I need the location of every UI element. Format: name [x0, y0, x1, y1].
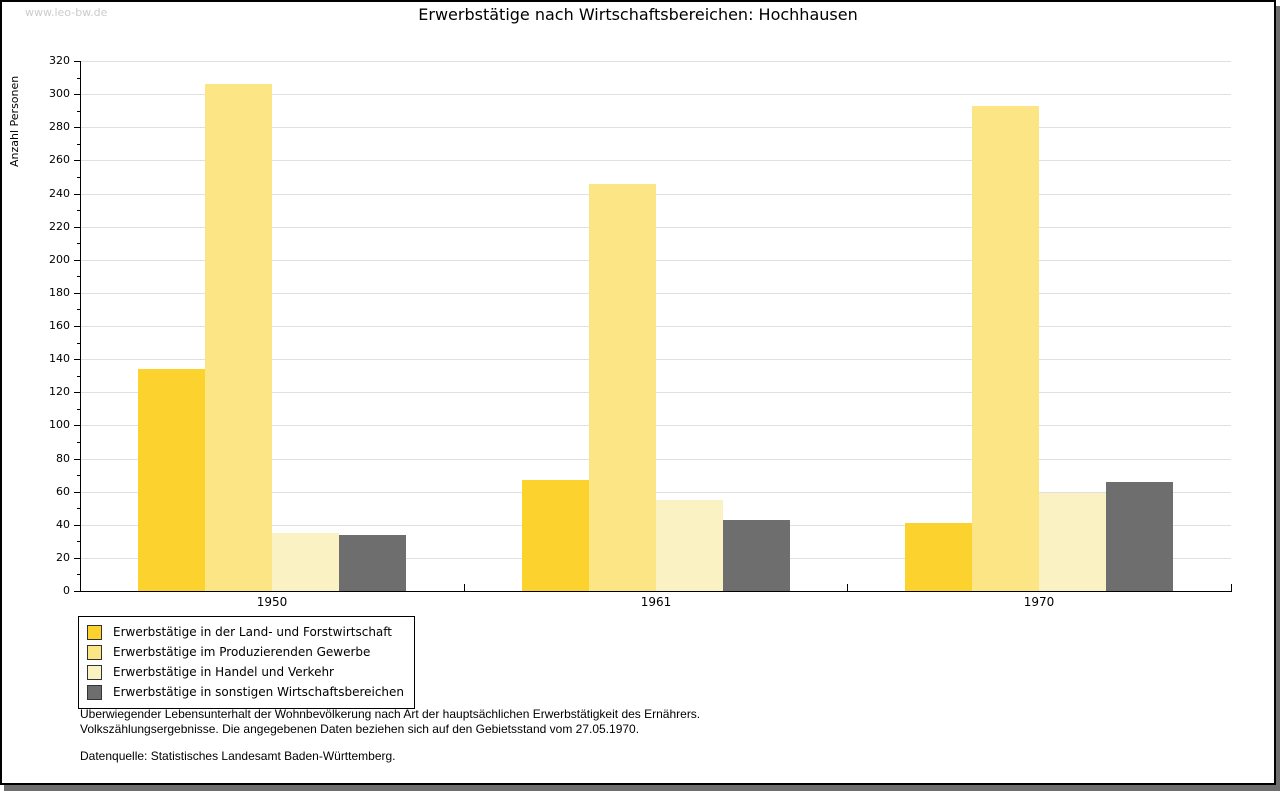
y-axis-tick — [74, 94, 80, 95]
footnotes: Überwiegender Lebensunterhalt der Wohnbe… — [80, 707, 700, 764]
y-axis-minor-tick — [77, 541, 80, 542]
footnote-line-2: Volkszählungsergebnisse. Die angegebenen… — [80, 721, 640, 736]
y-axis-tick-label: 60 — [56, 485, 70, 498]
y-axis-tick — [74, 591, 80, 592]
y-axis-tick — [74, 160, 80, 161]
y-axis-tick — [74, 127, 80, 128]
bar-series1-1950 — [138, 369, 205, 591]
y-axis-tick-label: 280 — [49, 120, 70, 133]
chart-title: Erwerbstätige nach Wirtschaftsbereichen:… — [418, 5, 858, 24]
gridline — [80, 94, 1231, 95]
bar-series1-1961 — [522, 480, 589, 591]
y-axis-tick — [74, 558, 80, 559]
x-axis-label-1970: 1970 — [1023, 595, 1055, 609]
bar-series1-1970 — [905, 523, 972, 591]
y-axis-minor-tick — [77, 210, 80, 211]
gridline — [80, 127, 1231, 128]
y-axis-tick-label: 200 — [49, 253, 70, 266]
watermark: www.leo-bw.de — [25, 6, 108, 19]
y-axis-minor-tick — [77, 78, 80, 79]
y-axis-tick — [74, 227, 80, 228]
bar-series4-1961 — [723, 520, 790, 591]
legend: Erwerbstätige in der Land- und Forstwirt… — [78, 616, 416, 709]
legend-item-4: Erwerbstätige in sonstigen Wirtschaftsbe… — [87, 682, 404, 702]
y-axis-minor-tick — [77, 343, 80, 344]
y-axis-line — [80, 61, 81, 592]
y-axis-tick-label: 0 — [63, 584, 70, 597]
gridline — [80, 61, 1231, 62]
legend-label-3: Erwerbstätige in Handel und Verkehr — [113, 665, 334, 679]
legend-swatch-2 — [87, 644, 102, 660]
y-axis-tick — [74, 425, 80, 426]
y-axis-tick — [74, 359, 80, 360]
y-axis-tick-label: 260 — [49, 153, 70, 166]
y-axis-tick-label: 220 — [49, 220, 70, 233]
legend-swatch-3 — [87, 664, 102, 680]
legend-label-1: Erwerbstätige in der Land- und Forstwirt… — [113, 625, 392, 639]
y-axis-minor-tick — [77, 177, 80, 178]
y-axis-minor-tick — [77, 442, 80, 443]
y-axis-minor-tick — [77, 309, 80, 310]
y-axis-minor-tick — [77, 111, 80, 112]
y-axis-tick-label: 140 — [49, 352, 70, 365]
y-axis-tick-label: 240 — [49, 187, 70, 200]
legend-label-4: Erwerbstätige in sonstigen Wirtschaftsbe… — [113, 685, 405, 699]
bar-series2-1970 — [972, 106, 1039, 591]
bar-series4-1970 — [1106, 482, 1173, 591]
footnote-line-1: Überwiegender Lebensunterhalt der Wohnbe… — [80, 707, 701, 721]
x-axis-label-1961: 1961 — [640, 595, 672, 609]
y-axis-tick — [74, 260, 80, 261]
x-axis-line — [80, 591, 1232, 592]
gridline — [80, 160, 1231, 161]
y-axis-tick-label: 120 — [49, 385, 70, 398]
y-axis-minor-tick — [77, 409, 80, 410]
y-axis-tick-label: 20 — [56, 551, 70, 564]
y-axis-tick — [74, 194, 80, 195]
bar-series2-1950 — [205, 84, 272, 591]
x-axis-tick — [1231, 584, 1232, 591]
y-axis-tick-label: 100 — [49, 418, 70, 431]
y-axis-tick — [74, 326, 80, 327]
legend-swatch-4 — [87, 684, 102, 700]
y-axis-tick — [74, 492, 80, 493]
data-source: Datenquelle: Statistisches Landesamt Bad… — [80, 749, 396, 763]
y-axis-tick-label: 40 — [56, 518, 70, 531]
bar-series2-1961 — [589, 184, 656, 591]
y-axis-tick-label: 80 — [56, 452, 70, 465]
y-axis-tick — [74, 525, 80, 526]
y-axis-tick — [74, 61, 80, 62]
bar-series4-1950 — [339, 535, 406, 591]
y-axis-minor-tick — [77, 508, 80, 509]
x-axis-tick — [847, 584, 848, 591]
y-axis-tick-label: 160 — [49, 319, 70, 332]
legend-label-2: Erwerbstätige im Produzierenden Gewerbe — [113, 645, 371, 659]
legend-swatch-1 — [87, 624, 102, 640]
y-axis-tick-label: 300 — [49, 87, 70, 100]
y-axis-minor-tick — [77, 376, 80, 377]
x-axis-tick — [464, 584, 465, 591]
legend-item-3: Erwerbstätige in Handel und Verkehr — [87, 662, 404, 682]
bar-series3-1970 — [1039, 493, 1106, 591]
y-axis-tick-label: 180 — [49, 286, 70, 299]
y-axis-minor-tick — [77, 144, 80, 145]
y-axis-minor-tick — [77, 243, 80, 244]
legend-item-2: Erwerbstätige im Produzierenden Gewerbe — [87, 642, 404, 662]
y-axis-tick — [74, 392, 80, 393]
legend-item-1: Erwerbstätige in der Land- und Forstwirt… — [87, 622, 404, 642]
y-axis-tick-label: 320 — [49, 54, 70, 67]
x-axis-label-1950: 1950 — [256, 595, 288, 609]
y-axis-minor-tick — [77, 574, 80, 575]
bar-series3-1961 — [656, 500, 723, 591]
y-axis-minor-tick — [77, 475, 80, 476]
bar-series3-1950 — [272, 533, 339, 591]
y-axis-tick — [74, 459, 80, 460]
y-axis-tick — [74, 293, 80, 294]
y-axis-minor-tick — [77, 276, 80, 277]
